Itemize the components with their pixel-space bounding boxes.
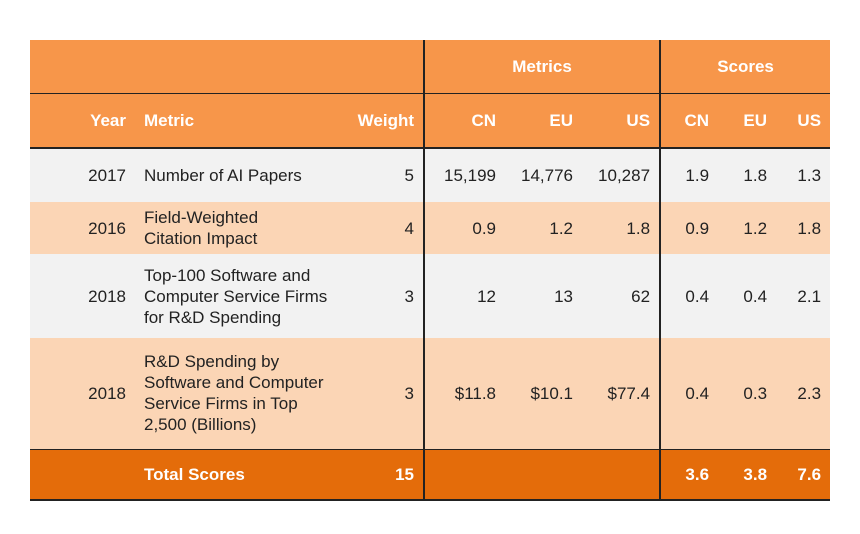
total-year-blank xyxy=(30,448,142,501)
cell-metric: R&D Spending by Software and Computer Se… xyxy=(142,338,342,449)
cell-weight: 3 xyxy=(342,254,425,338)
cell-scores-us: 2.1 xyxy=(776,254,831,338)
col-header-year: Year xyxy=(30,93,142,149)
header-blank xyxy=(30,40,425,94)
cell-metric-text: Field-Weighted Citation Impact xyxy=(144,208,259,248)
cell-metrics-eu: $10.1 xyxy=(505,338,583,449)
cell-scores-cn: 0.9 xyxy=(659,202,719,254)
cell-year: 2018 xyxy=(30,254,142,338)
group-header-row: Metrics Scores xyxy=(30,40,831,94)
cell-metrics-cn: $11.8 xyxy=(423,338,506,449)
col-header-scores-us: US xyxy=(776,93,831,149)
total-weight: 15 xyxy=(342,448,425,501)
cell-metric: Field-Weighted Citation Impact xyxy=(142,202,342,254)
table-row: 2018 R&D Spending by Software and Comput… xyxy=(30,338,831,449)
cell-metrics-cn: 0.9 xyxy=(423,202,506,254)
cell-weight: 4 xyxy=(342,202,425,254)
column-header-row: Year Metric Weight CN EU US CN EU US xyxy=(30,93,831,149)
cell-metric: Number of AI Papers xyxy=(142,148,342,202)
cell-metrics-us: 62 xyxy=(582,254,661,338)
cell-scores-us: 1.3 xyxy=(776,148,831,202)
cell-metrics-eu: 1.2 xyxy=(505,202,583,254)
cell-metric-text: Top-100 Software and Computer Service Fi… xyxy=(144,265,328,327)
total-scores-us: 7.6 xyxy=(776,448,831,501)
col-header-weight: Weight xyxy=(342,93,425,149)
cell-metric-text: R&D Spending by Software and Computer Se… xyxy=(144,352,324,435)
cell-scores-cn: 0.4 xyxy=(659,338,719,449)
total-metrics-blank xyxy=(423,448,661,501)
col-header-scores-cn: CN xyxy=(659,93,719,149)
cell-weight: 3 xyxy=(342,338,425,449)
table-row: 2016 Field-Weighted Citation Impact 4 0.… xyxy=(30,202,831,254)
cell-scores-cn: 1.9 xyxy=(659,148,719,202)
metrics-scores-table: Metrics Scores Year Metric Weight CN EU … xyxy=(30,40,831,501)
col-header-metrics-cn: CN xyxy=(423,93,506,149)
cell-scores-us: 2.3 xyxy=(776,338,831,449)
cell-metrics-eu: 13 xyxy=(505,254,583,338)
table-row: 2018 Top-100 Software and Computer Servi… xyxy=(30,254,831,338)
cell-scores-cn: 0.4 xyxy=(659,254,719,338)
total-label: Total Scores xyxy=(142,448,342,501)
scores-group-header: Scores xyxy=(659,40,831,94)
table-row: 2017 Number of AI Papers 5 15,199 14,776… xyxy=(30,148,831,202)
cell-metrics-us: 10,287 xyxy=(582,148,661,202)
cell-scores-eu: 0.3 xyxy=(718,338,777,449)
cell-weight: 5 xyxy=(342,148,425,202)
cell-scores-eu: 1.2 xyxy=(718,202,777,254)
cell-scores-eu: 1.8 xyxy=(718,148,777,202)
cell-scores-eu: 0.4 xyxy=(718,254,777,338)
col-header-metric: Metric xyxy=(142,93,342,149)
cell-metrics-cn: 12 xyxy=(423,254,506,338)
metrics-group-header: Metrics xyxy=(423,40,661,94)
col-header-scores-eu: EU xyxy=(718,93,777,149)
cell-year: 2016 xyxy=(30,202,142,254)
total-row: Total Scores 15 3.6 3.8 7.6 xyxy=(30,448,831,501)
cell-metrics-us: $77.4 xyxy=(582,338,661,449)
cell-metrics-cn: 15,199 xyxy=(423,148,506,202)
col-header-metrics-us: US xyxy=(582,93,661,149)
col-header-metrics-eu: EU xyxy=(505,93,583,149)
cell-metric: Top-100 Software and Computer Service Fi… xyxy=(142,254,342,338)
cell-metrics-eu: 14,776 xyxy=(505,148,583,202)
total-scores-eu: 3.8 xyxy=(718,448,777,501)
total-scores-cn: 3.6 xyxy=(659,448,719,501)
cell-year: 2018 xyxy=(30,338,142,449)
cell-year: 2017 xyxy=(30,148,142,202)
cell-scores-us: 1.8 xyxy=(776,202,831,254)
cell-metrics-us: 1.8 xyxy=(582,202,661,254)
